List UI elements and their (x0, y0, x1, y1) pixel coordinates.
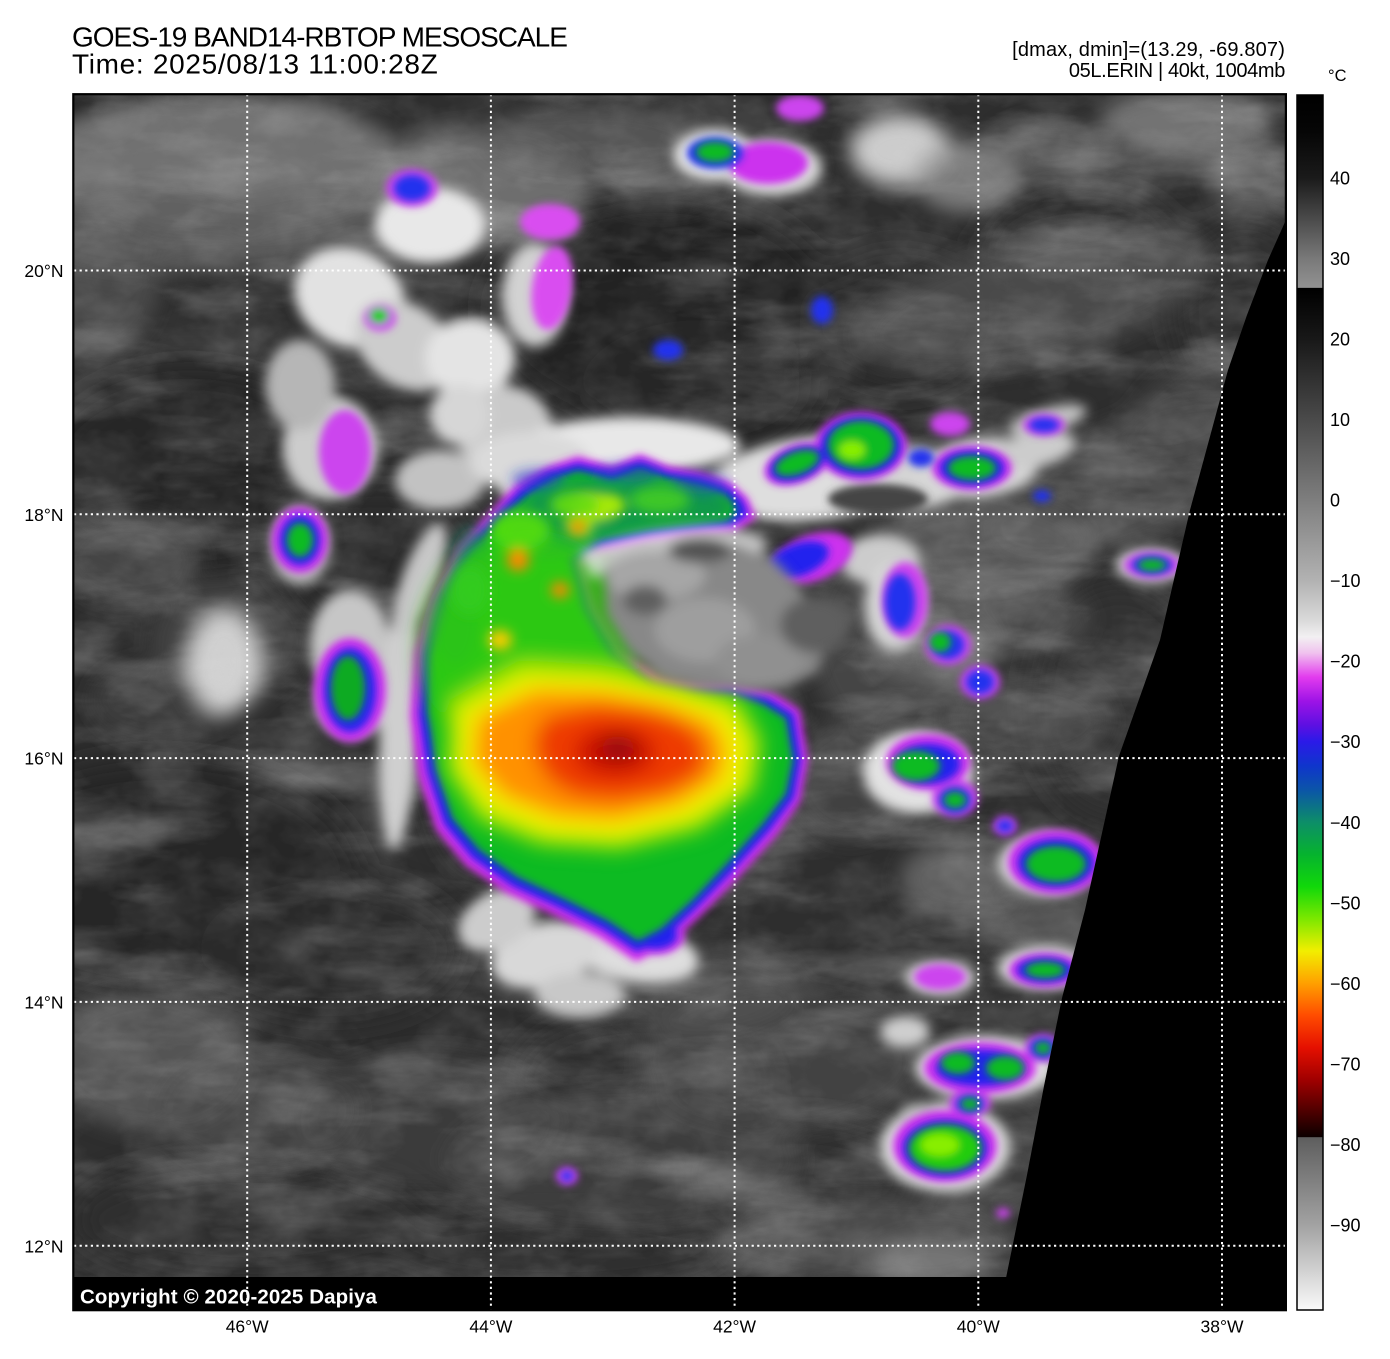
svg-text:0: 0 (1330, 491, 1340, 511)
svg-text:−30: −30 (1330, 732, 1361, 752)
svg-text:−40: −40 (1330, 813, 1361, 833)
svg-text:−10: −10 (1330, 571, 1361, 591)
svg-text:Copyright © 2020-2025 Dapiya: Copyright © 2020-2025 Dapiya (80, 1286, 378, 1309)
svg-text:14°N: 14°N (24, 993, 63, 1013)
svg-text:[dmax, dmin]=(13.29, -69.807): [dmax, dmin]=(13.29, -69.807) (1012, 39, 1285, 61)
svg-text:30: 30 (1330, 249, 1350, 269)
svg-text:42°W: 42°W (713, 1317, 756, 1337)
svg-text:40°W: 40°W (957, 1317, 1000, 1337)
svg-text:−20: −20 (1330, 652, 1361, 672)
svg-text:05L.ERIN | 40kt, 1004mb: 05L.ERIN | 40kt, 1004mb (1069, 60, 1285, 82)
svg-text:40: 40 (1330, 168, 1350, 188)
svg-text:20: 20 (1330, 330, 1350, 350)
svg-text:−90: −90 (1330, 1216, 1361, 1236)
svg-text:18°N: 18°N (24, 505, 63, 525)
svg-text:46°W: 46°W (226, 1317, 269, 1337)
svg-text:12°N: 12°N (24, 1236, 63, 1256)
svg-text:16°N: 16°N (24, 749, 63, 769)
svg-text:GOES-19 BAND14-RBTOP MESOSCALE: GOES-19 BAND14-RBTOP MESOSCALE (72, 22, 567, 53)
svg-text:44°W: 44°W (469, 1317, 512, 1337)
svg-text:°C: °C (1328, 67, 1347, 85)
svg-text:−80: −80 (1330, 1135, 1361, 1155)
svg-text:−50: −50 (1330, 893, 1361, 913)
svg-text:20°N: 20°N (24, 261, 63, 281)
svg-text:38°W: 38°W (1201, 1317, 1244, 1337)
svg-text:Time: 2025/08/13 11:00:28Z: Time: 2025/08/13 11:00:28Z (72, 49, 438, 80)
svg-text:−60: −60 (1330, 974, 1361, 994)
svg-text:10: 10 (1330, 410, 1350, 430)
svg-text:−70: −70 (1330, 1054, 1361, 1074)
